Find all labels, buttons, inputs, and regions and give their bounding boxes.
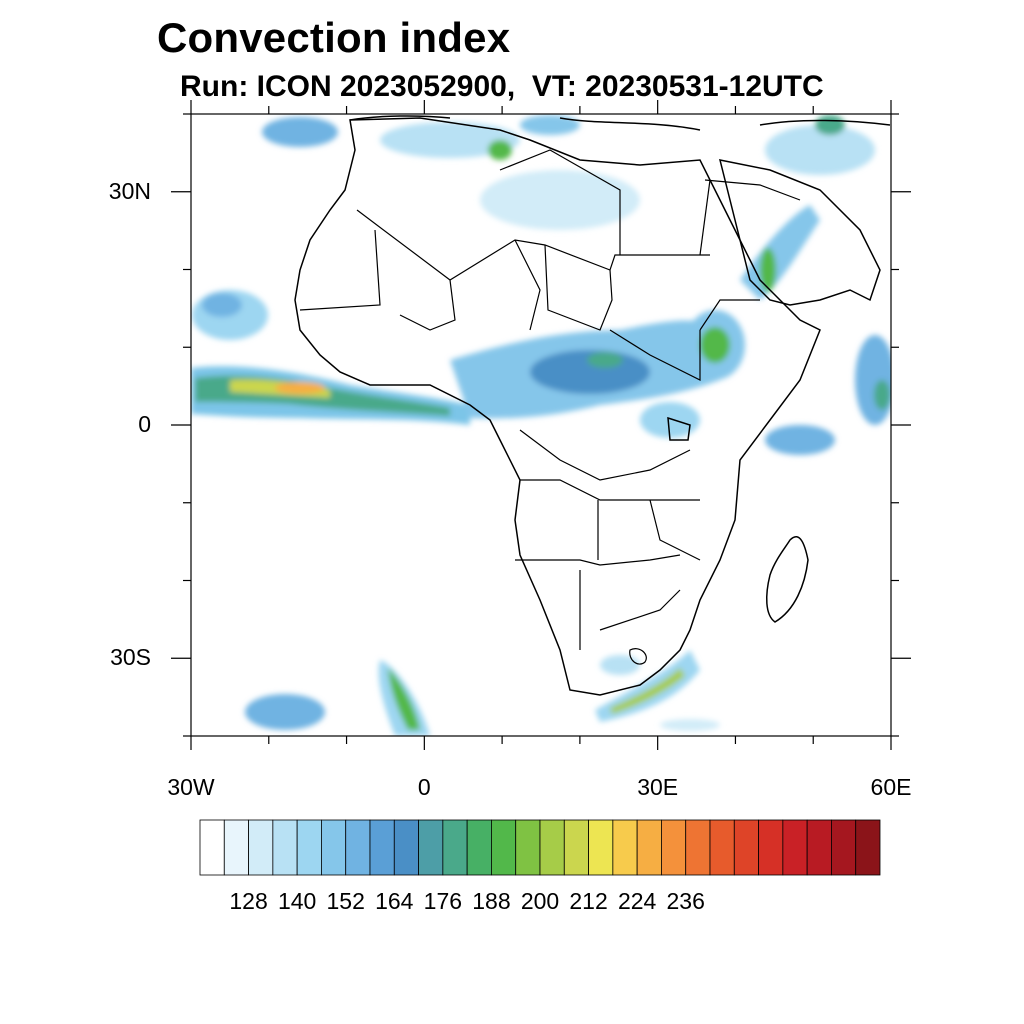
colorbar-swatch [661, 819, 687, 876]
colorbar-swatch [418, 819, 444, 876]
colorbar-label: 236 [666, 888, 705, 914]
colorbar-swatch [369, 819, 395, 876]
colorbar-label: 212 [569, 888, 608, 914]
longitude-label: 30E [637, 774, 679, 800]
colorbar-swatch [442, 819, 468, 876]
convection-cell-lake-victoria [640, 402, 700, 438]
convection-light-maghreb [488, 140, 512, 160]
convection-field [191, 115, 891, 736]
colorbar-label: 164 [375, 888, 414, 914]
convection-cell-indian-ocean [765, 425, 835, 455]
chart-title: Convection index [157, 14, 511, 61]
colorbar-label: 188 [472, 888, 511, 914]
colorbar-swatch [563, 819, 589, 876]
country-borders [299, 149, 801, 665]
colorbar-swatch [733, 819, 759, 876]
chart-subtitle: Run: ICON 2023052900, VT: 20230531-12UTC [180, 70, 824, 103]
arabian-peninsula [718, 159, 881, 306]
latitude-label: 0 [138, 411, 151, 437]
colorbar-swatch [758, 819, 784, 876]
colorbar-swatch [612, 819, 638, 876]
convection-light-sahara [480, 170, 640, 230]
longitude-label: 60E [870, 774, 912, 800]
madagascar [765, 536, 809, 623]
colorbar-swatch [685, 819, 711, 876]
colorbar-swatch [782, 819, 808, 876]
colorbar-swatch [199, 819, 225, 876]
convection-light-south-ocean [660, 719, 720, 731]
convection-cell-arabia [740, 205, 820, 300]
lake-victoria [667, 416, 691, 441]
convection-cell-central-africa-peak [587, 352, 623, 368]
colorbar-swatch [393, 819, 419, 876]
convection-cell-indian-ocean-east-core [874, 380, 890, 410]
convection-cell-anatolia [765, 125, 875, 175]
colorbar-swatch [466, 819, 492, 876]
colorbar-label: 224 [617, 888, 657, 914]
colorbar-swatch [248, 819, 274, 876]
convection-light-north-africa [380, 122, 520, 158]
mediterranean-north [349, 115, 891, 131]
colorbar-swatch [296, 819, 322, 876]
convection-cell-south-atlantic-core [388, 668, 420, 730]
axis-ticks [171, 100, 911, 750]
colorbar-swatch [831, 819, 857, 876]
colorbar-swatch [491, 819, 517, 876]
convection-cell-southwest-atlantic [245, 694, 325, 730]
longitude-label: 0 [417, 774, 431, 800]
convection-cell-arabia-core [760, 248, 776, 292]
africa-coastline [294, 117, 821, 696]
colorbar-swatch [345, 819, 371, 876]
colorbar-swatch [223, 819, 249, 876]
colorbar-label: 200 [520, 888, 560, 914]
colorbar [199, 819, 881, 876]
convection-cell-south-africa-core [610, 668, 685, 714]
colorbar-swatch [855, 819, 881, 876]
convection-cell-indian-ocean-east [855, 335, 891, 425]
colorbar-swatch [515, 819, 541, 876]
colorbar-label: 176 [423, 888, 463, 914]
convection-cell-anatolia-core [815, 115, 845, 135]
colorbar-swatch [539, 819, 565, 876]
colorbar-swatch [588, 819, 614, 876]
colorbar-swatch [806, 819, 832, 876]
colorbar-label: 152 [326, 888, 365, 914]
colorbar-swatch [321, 819, 347, 876]
convection-cell-aegean [520, 115, 580, 135]
coastlines [294, 115, 891, 696]
colorbar-swatch [272, 819, 298, 876]
convection-hotspot-atlantic [275, 382, 325, 394]
longitude-label: 30W [167, 774, 215, 800]
colorbar-label: 128 [229, 888, 268, 914]
convection-light-south-africa-inland [600, 655, 640, 675]
colorbar-swatch [709, 819, 735, 876]
convection-cell-ethiopia-core [700, 327, 730, 363]
colorbar-swatch [636, 819, 662, 876]
latitude-label: 30S [110, 644, 151, 671]
convection-cell-atlantic-north-core [202, 293, 242, 317]
convection-cell-north-atlantic [262, 117, 338, 147]
colorbar-label: 140 [277, 888, 317, 914]
latitude-label: 30N [108, 177, 151, 204]
